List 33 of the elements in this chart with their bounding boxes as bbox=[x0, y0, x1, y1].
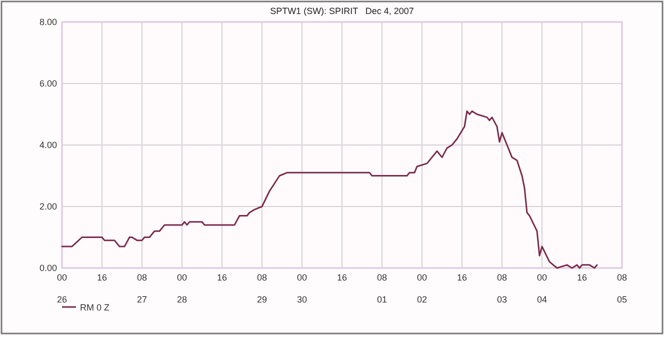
x2-tick-label: 30 bbox=[296, 294, 308, 304]
x2-tick-label: 26 bbox=[56, 294, 68, 304]
x-tick-label: 00 bbox=[56, 272, 68, 282]
x-tick-label: 00 bbox=[176, 272, 188, 282]
x2-tick-label: 03 bbox=[496, 294, 508, 304]
y-tick-label: 4.00 bbox=[39, 140, 57, 150]
chart-title: SPTW1 (SW): SPIRIT Dec 4, 2007 bbox=[270, 6, 414, 16]
y-tick-label: 6.00 bbox=[39, 78, 57, 88]
x-tick-label: 00 bbox=[296, 272, 308, 282]
x2-tick-label: 01 bbox=[376, 294, 388, 304]
x-tick-label: 00 bbox=[416, 272, 428, 282]
x-tick-label: 08 bbox=[136, 272, 148, 282]
x-tick-label: 16 bbox=[96, 272, 108, 282]
x-tick-label: 16 bbox=[216, 272, 228, 282]
x-tick-label: 16 bbox=[576, 272, 588, 282]
x-tick-label: 00 bbox=[536, 272, 548, 282]
x2-tick-label: 28 bbox=[176, 294, 188, 304]
legend-label: RM 0 Z bbox=[80, 302, 110, 312]
x-tick-label: 16 bbox=[336, 272, 348, 282]
y-tick-label: 8.00 bbox=[39, 16, 57, 27]
x-tick-label: 08 bbox=[256, 272, 268, 282]
line-series bbox=[61, 110, 598, 269]
x-tick-label: 08 bbox=[616, 272, 628, 282]
x2-tick-label: 27 bbox=[136, 294, 148, 304]
x2-tick-label: 05 bbox=[616, 294, 628, 304]
x-tick-label: 08 bbox=[496, 272, 508, 282]
x-tick-label: 08 bbox=[376, 272, 388, 282]
x2-tick-label: 29 bbox=[256, 294, 268, 304]
x2-tick-label: 04 bbox=[536, 294, 548, 304]
y-tick-label: 0.00 bbox=[39, 262, 57, 273]
x-tick-label: 16 bbox=[456, 272, 468, 282]
x2-tick-label: 02 bbox=[416, 294, 428, 304]
y-tick-label: 2.00 bbox=[39, 201, 57, 212]
